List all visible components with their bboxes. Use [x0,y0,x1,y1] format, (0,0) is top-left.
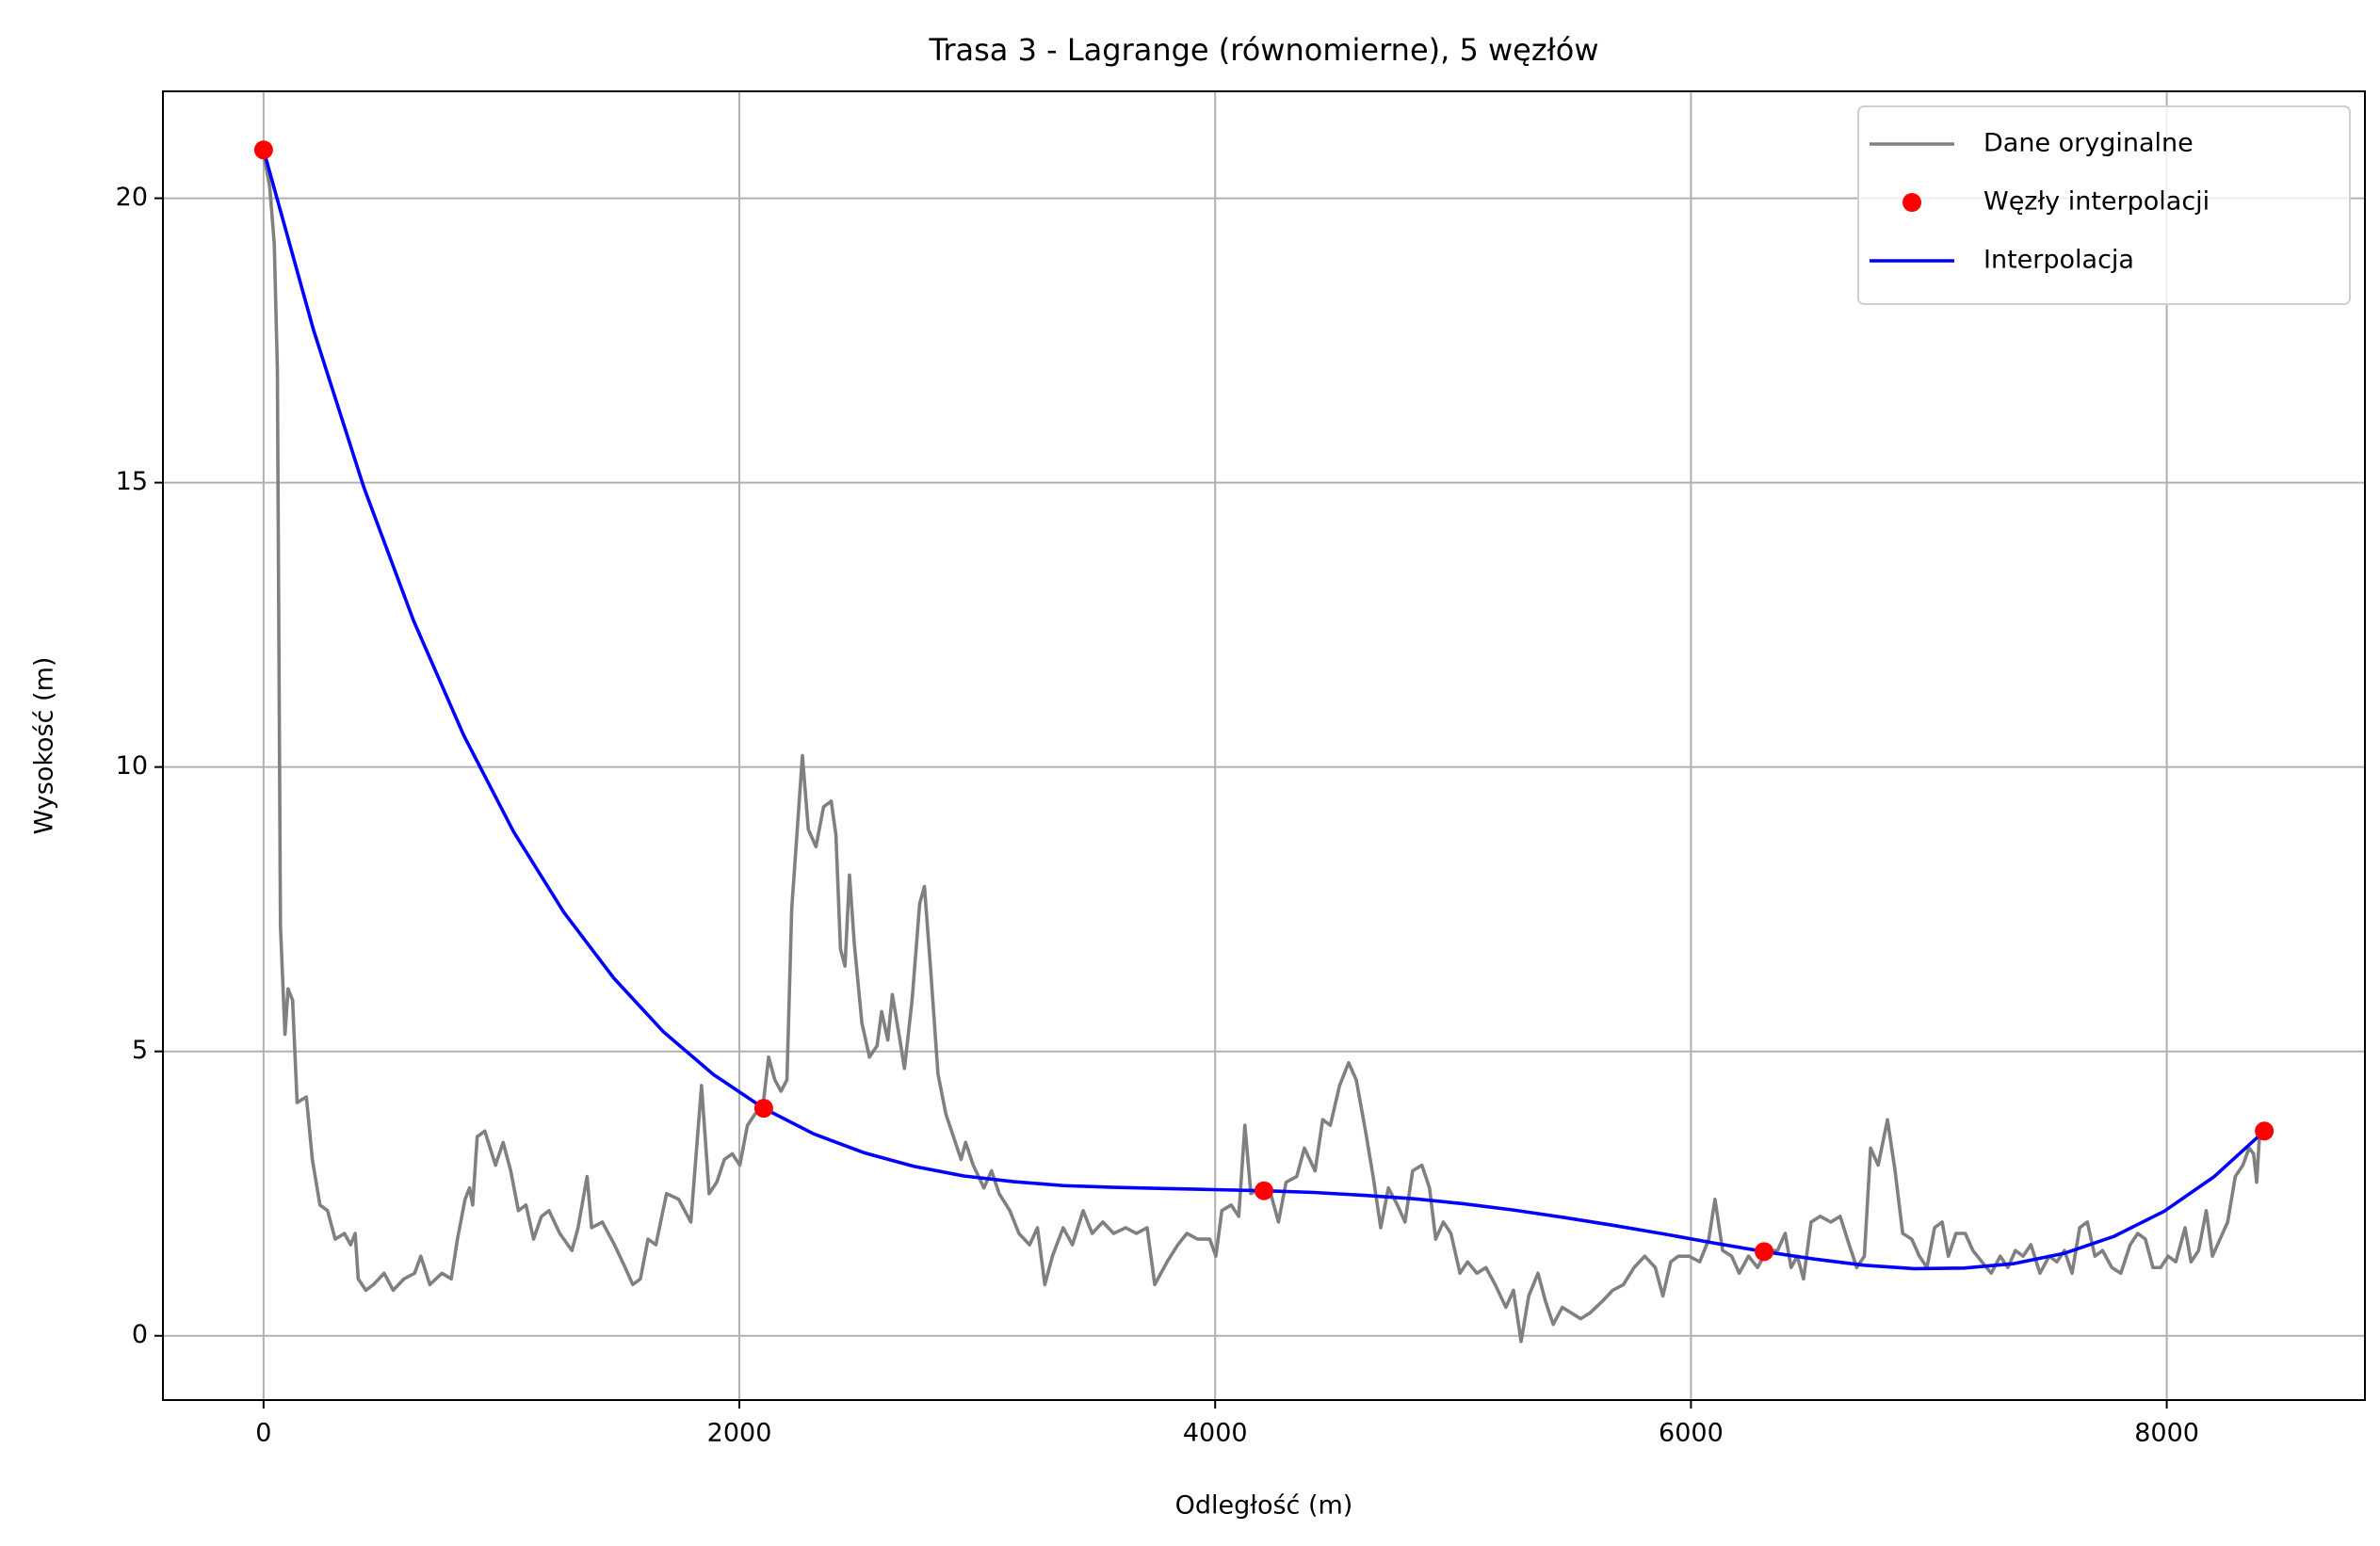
axes-frame [162,90,2366,1401]
axes: 0 2000 4000 6000 8000 0 5 10 15 20 [116,183,2199,1447]
y-tick-label: 10 [116,751,148,781]
x-tick-label: 8000 [2134,1419,2199,1448]
legend-label: Dane oryginalne [1983,129,2194,158]
x-tick-label: 0 [255,1419,271,1448]
legend-marker [1902,193,1921,212]
legend-box [1857,105,2351,305]
x-tick-label: 6000 [1659,1419,1724,1448]
y-tick-label: 20 [116,183,148,212]
y-tick-label: 15 [116,467,148,496]
data-point [2255,1121,2275,1141]
data-point [1255,1181,1273,1200]
legend-label: Węzły interpolacji [1983,187,2210,217]
y-tick-label: 5 [132,1036,148,1065]
x-tick-label: 2000 [707,1419,772,1448]
x-axis-label: Odległość (m) [1175,1491,1353,1521]
data-point [253,140,273,160]
series-line [262,152,2265,1344]
y-axis-label: Wysokość (m) [30,657,59,835]
data-point [753,1099,773,1119]
legend: Dane oryginalne Węzły interpolacji Interpo… [1857,105,2351,305]
data-point [1755,1242,1774,1262]
legend-label: Interpolacja [1983,246,2134,275]
x-tick-label: 4000 [1183,1419,1248,1448]
plot-area [253,140,2275,1344]
y-tick-label: 0 [132,1320,148,1349]
chart-title: Trasa 3 - Lagrange (równomierne), 5 węzł… [929,32,1599,68]
